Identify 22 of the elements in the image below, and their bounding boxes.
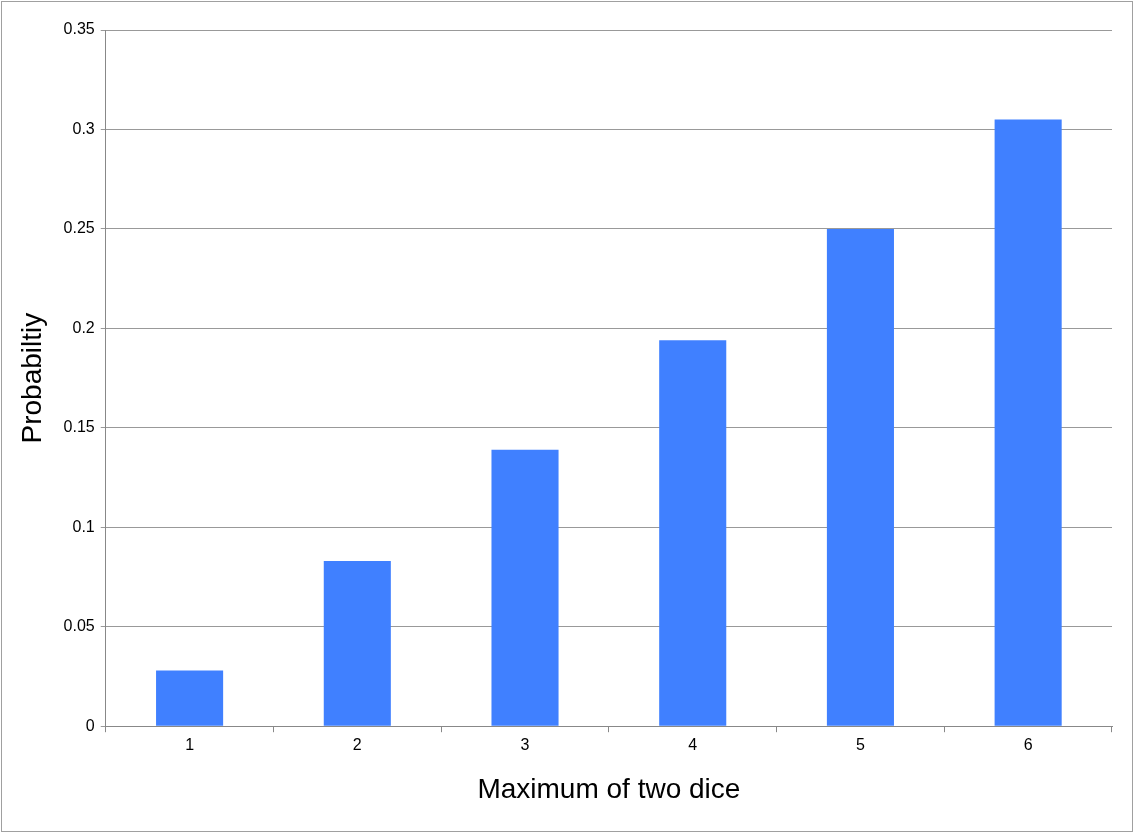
x-tick-label: 2 [352, 736, 362, 754]
bar [659, 340, 727, 726]
x-tick-label: 5 [855, 736, 865, 754]
x-tick-label: 1 [185, 736, 195, 754]
y-tick-label: 0 [85, 716, 95, 734]
y-axis-title: Probabiltiy [15, 312, 47, 444]
y-tick-label: 0.3 [72, 119, 95, 137]
y-tick-label: 0.25 [63, 219, 95, 237]
y-tick-label: 0.15 [63, 418, 95, 436]
y-tick-label: 0.05 [63, 617, 95, 635]
bar [994, 119, 1062, 726]
y-tick-label: 0.35 [63, 20, 95, 38]
x-axis-title: Maximum of two dice [477, 772, 741, 804]
bar [323, 561, 391, 726]
y-tick-label: 0.2 [72, 318, 95, 336]
bar [491, 449, 559, 726]
bar [156, 670, 224, 726]
x-tick-label: 3 [520, 736, 530, 754]
y-tick-label: 0.1 [72, 517, 95, 535]
x-tick-label: 4 [688, 736, 698, 754]
bar [826, 228, 894, 726]
x-tick-label: 6 [1023, 736, 1033, 754]
